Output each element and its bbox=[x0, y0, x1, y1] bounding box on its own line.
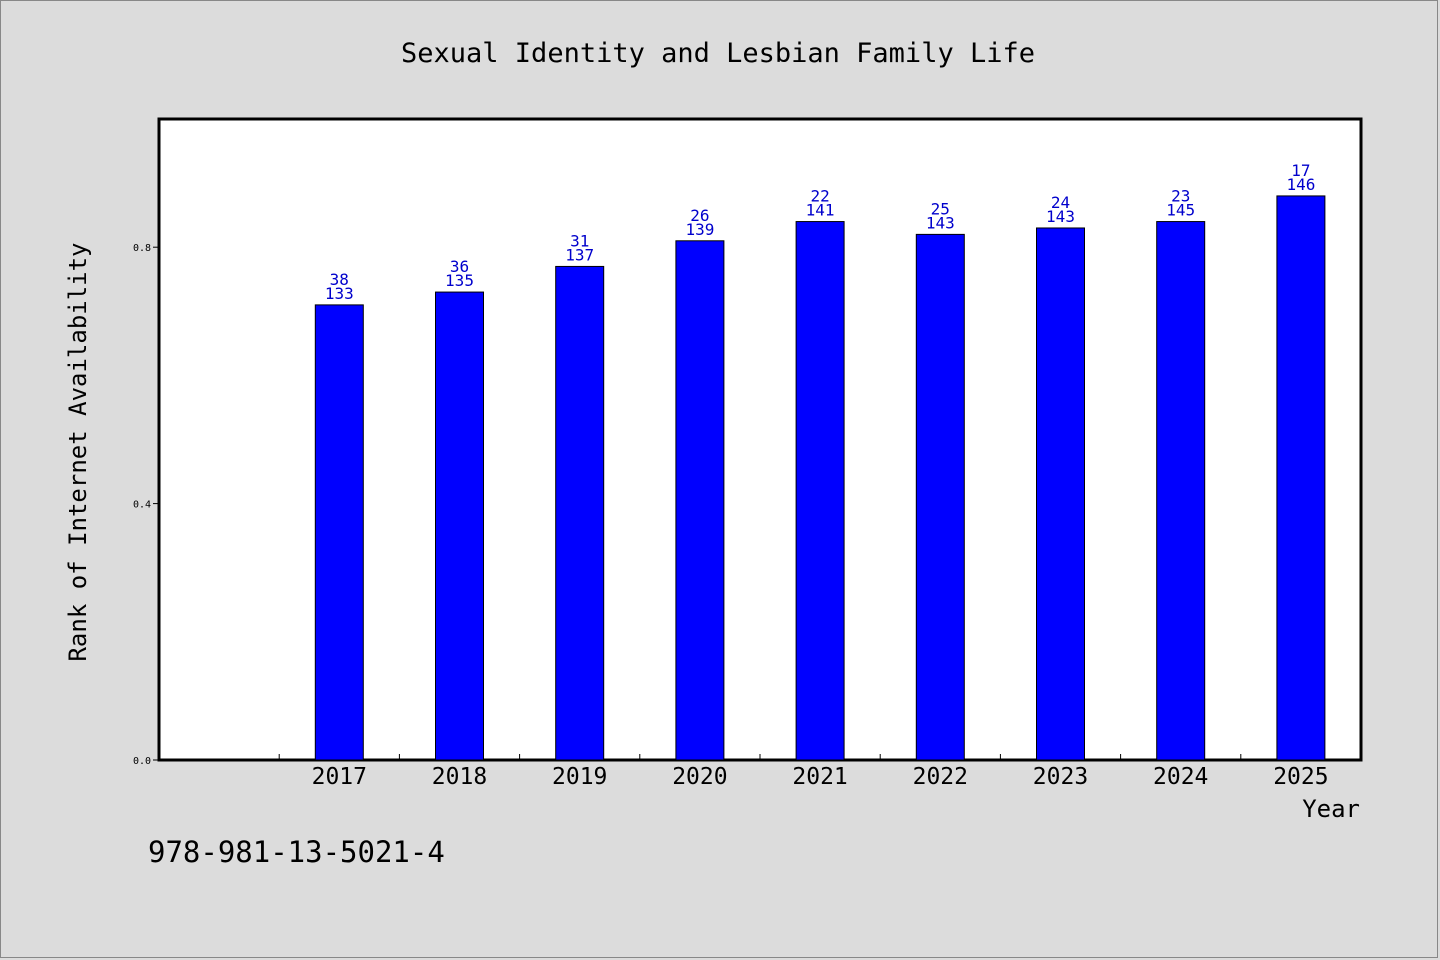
x-axis-title: Year bbox=[1302, 795, 1360, 823]
x-tick-label: 2019 bbox=[552, 764, 607, 790]
data-label-top: 26 bbox=[690, 206, 709, 225]
data-label-top: 31 bbox=[570, 231, 589, 250]
data-label-bottom: 145 bbox=[1166, 201, 1195, 220]
chart-title: Sexual Identity and Lesbian Family Life bbox=[401, 38, 1035, 69]
data-label-top: 22 bbox=[810, 187, 829, 206]
data-label-top: 17 bbox=[1291, 161, 1310, 180]
y-tick-label: 0.8 bbox=[133, 243, 151, 254]
data-label-bottom: 143 bbox=[1046, 207, 1075, 226]
y-tick-label: 0.0 bbox=[133, 756, 151, 767]
x-tick-label: 2021 bbox=[792, 764, 847, 790]
data-label-bottom: 133 bbox=[325, 284, 354, 303]
data-label-bottom: 137 bbox=[565, 245, 594, 264]
x-tick-label: 2018 bbox=[432, 764, 487, 790]
data-label-top: 24 bbox=[1051, 193, 1070, 212]
bar-2021 bbox=[795, 221, 845, 761]
isbn-footer: 978-981-13-5021-4 bbox=[148, 835, 445, 869]
data-label-bottom: 135 bbox=[445, 271, 474, 290]
y-axis-title: Rank of Internet Availability bbox=[64, 242, 92, 661]
bar-2018 bbox=[435, 291, 484, 761]
y-tick-label: 0.4 bbox=[133, 500, 151, 511]
data-label-bottom: 143 bbox=[926, 213, 955, 232]
y-axis: 0.0 0.4 0.8 bbox=[133, 243, 159, 767]
bar-series bbox=[314, 195, 1326, 761]
data-label-bottom: 141 bbox=[806, 201, 835, 220]
data-label-bottom: 139 bbox=[685, 220, 714, 239]
x-tick-label: 2017 bbox=[312, 764, 367, 790]
bar-2024 bbox=[1156, 221, 1206, 761]
data-label-top: 36 bbox=[450, 257, 469, 276]
data-label-top: 23 bbox=[1171, 187, 1190, 206]
bar-2019 bbox=[555, 265, 605, 761]
x-tick-label: 2022 bbox=[913, 764, 968, 790]
x-tick-label: 2023 bbox=[1033, 764, 1088, 790]
data-label-top: 25 bbox=[931, 199, 950, 218]
data-label-top: 38 bbox=[330, 270, 349, 289]
x-axis: 2017 2018 2019 2020 2021 2022 2023 2024 2025 bbox=[278, 754, 1329, 790]
bar-2020 bbox=[675, 240, 725, 761]
bar-2023 bbox=[1036, 227, 1085, 761]
bar-2017 bbox=[314, 304, 364, 761]
data-label-bottom: 146 bbox=[1286, 175, 1315, 194]
bar-2025 bbox=[1276, 195, 1326, 761]
x-tick-label: 2025 bbox=[1273, 764, 1328, 790]
x-tick-label: 2024 bbox=[1153, 764, 1208, 790]
x-tick-label: 2020 bbox=[672, 764, 727, 790]
bar-2022 bbox=[915, 233, 965, 761]
